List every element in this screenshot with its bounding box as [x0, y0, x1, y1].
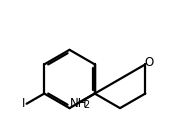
Text: 2: 2 — [84, 100, 90, 110]
Text: NH: NH — [70, 97, 87, 110]
Text: O: O — [144, 56, 153, 69]
Text: I: I — [22, 97, 25, 110]
